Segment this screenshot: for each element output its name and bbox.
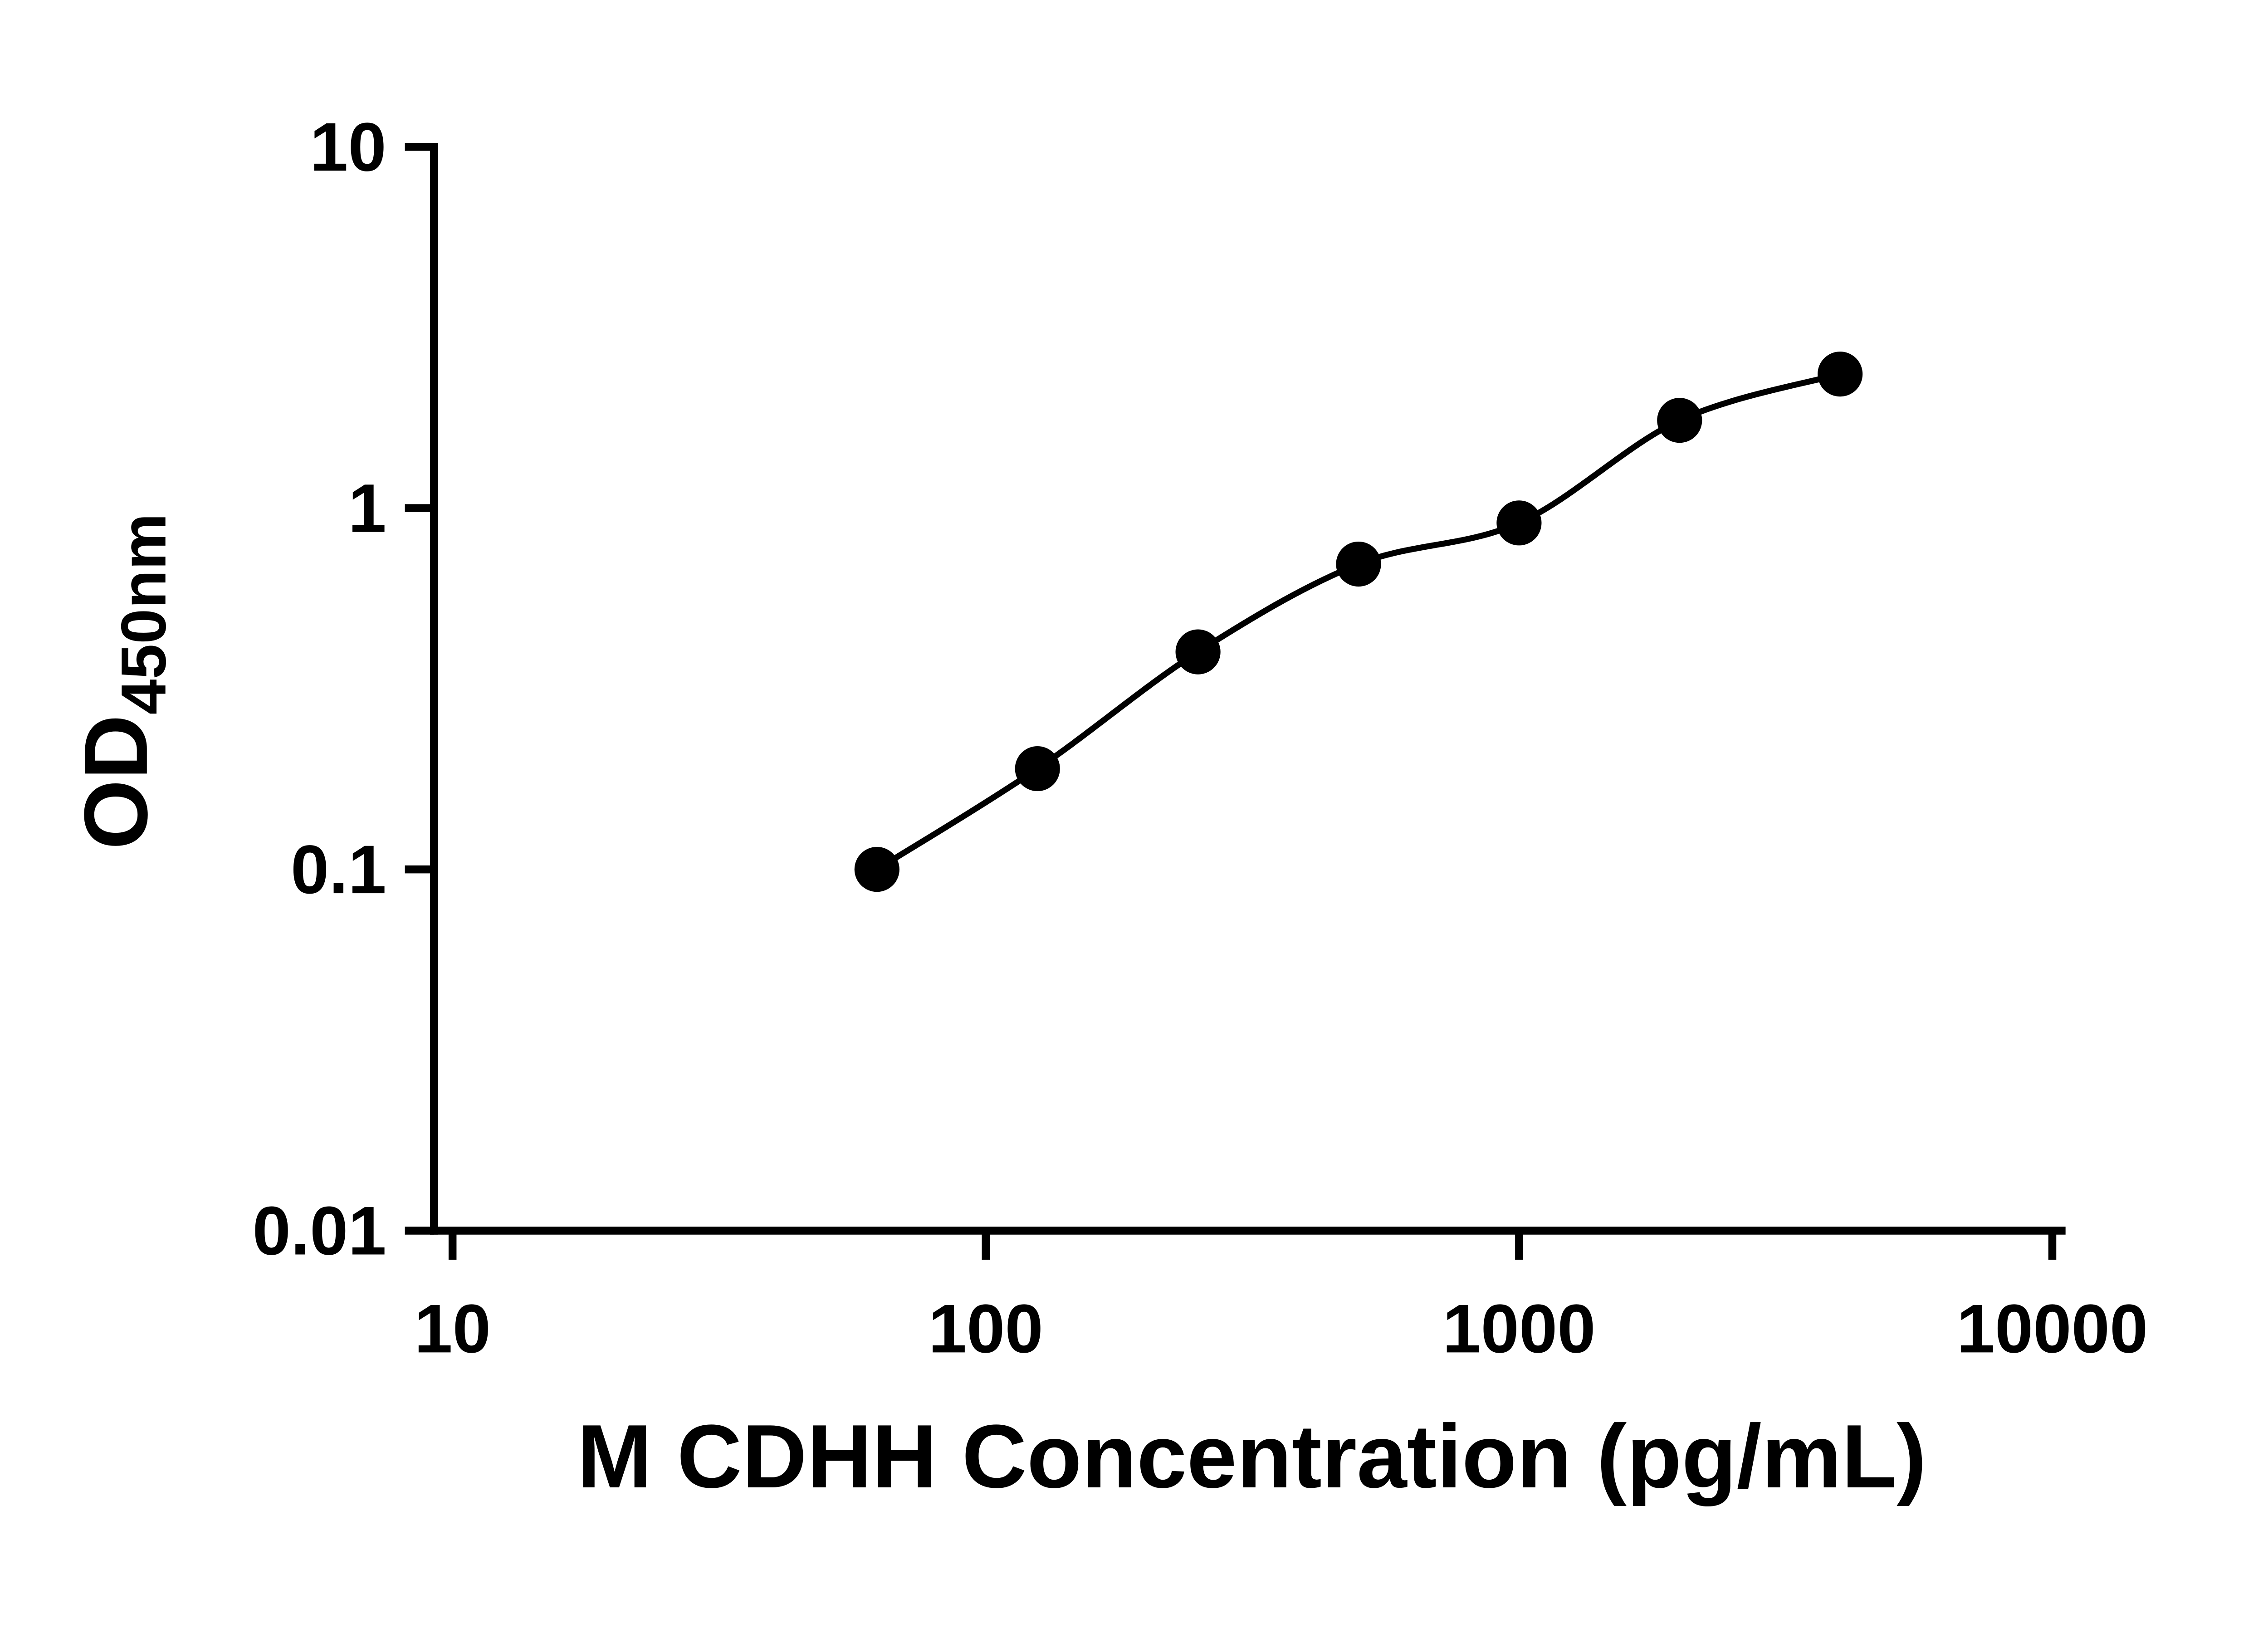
data-point (1175, 629, 1221, 675)
y-tick-label: 0.1 (291, 831, 386, 908)
data-point (1496, 500, 1542, 546)
data-point (854, 846, 899, 892)
data-point (1015, 746, 1060, 792)
x-tick-label: 10 (414, 1291, 491, 1367)
data-point (1336, 541, 1381, 587)
y-axis-label-subscript: 450nm (108, 513, 179, 715)
y-axis-label: OD450nm (66, 513, 179, 850)
ticks-layer: 10 100 1000 10000 0.01 0.1 1 10 (253, 109, 2148, 1367)
x-tick-label: 100 (929, 1291, 1043, 1367)
y-tick-label: 0.01 (253, 1193, 386, 1269)
chart-canvas: 10 100 1000 10000 0.01 0.1 1 10 M CDHH Concentr… (65, 109, 2148, 1507)
x-axis-label: M CDHH Concentration (pg/mL) (577, 1406, 1926, 1507)
elisa-standard-curve-chart: 10 100 1000 10000 0.01 0.1 1 10 M CDHH Concentr… (65, 109, 2148, 1507)
x-tick-label: 1000 (1442, 1291, 1595, 1367)
y-tick-label: 1 (348, 470, 386, 547)
y-tick-label: 10 (310, 109, 386, 186)
plot-area (854, 352, 1863, 892)
fit-curve (875, 371, 1841, 872)
data-point (1657, 398, 1702, 443)
data-point (1818, 352, 1863, 397)
x-tick-label: 10000 (1957, 1291, 2148, 1367)
y-axis-label-main: OD (66, 714, 166, 850)
